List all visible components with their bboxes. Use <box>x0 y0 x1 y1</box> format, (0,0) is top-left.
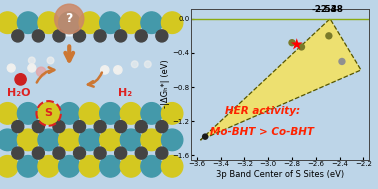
Text: -2.53: -2.53 <box>311 5 337 15</box>
Circle shape <box>120 103 142 124</box>
Point <box>289 41 295 44</box>
Circle shape <box>156 30 168 42</box>
Circle shape <box>0 156 18 177</box>
Circle shape <box>7 64 15 72</box>
Text: H₂O: H₂O <box>7 88 31 98</box>
Circle shape <box>161 156 183 177</box>
Circle shape <box>12 147 24 159</box>
Circle shape <box>38 129 59 151</box>
Y-axis label: -|ΔGₕ*| (eV): -|ΔGₕ*| (eV) <box>161 60 170 108</box>
Point <box>202 135 208 138</box>
Circle shape <box>0 103 18 124</box>
Circle shape <box>115 121 127 133</box>
Circle shape <box>59 156 80 177</box>
Text: ?: ? <box>65 12 73 25</box>
Circle shape <box>79 129 101 151</box>
Point <box>294 43 300 46</box>
Circle shape <box>115 30 127 42</box>
Polygon shape <box>200 19 361 140</box>
Circle shape <box>120 129 142 151</box>
Circle shape <box>115 147 127 159</box>
Circle shape <box>131 61 138 68</box>
Circle shape <box>101 66 109 74</box>
Circle shape <box>38 103 59 124</box>
Circle shape <box>100 129 121 151</box>
Circle shape <box>156 147 168 159</box>
X-axis label: 3p Band Center of S Sites (eV): 3p Band Center of S Sites (eV) <box>216 170 344 179</box>
Circle shape <box>161 12 183 33</box>
Circle shape <box>144 61 151 68</box>
Circle shape <box>0 12 18 33</box>
Circle shape <box>38 103 59 124</box>
Circle shape <box>79 103 101 124</box>
Circle shape <box>120 156 142 177</box>
Circle shape <box>161 103 183 124</box>
Circle shape <box>59 12 80 33</box>
Circle shape <box>33 147 44 159</box>
Circle shape <box>135 121 147 133</box>
Circle shape <box>135 30 147 42</box>
Circle shape <box>33 30 44 42</box>
Ellipse shape <box>49 25 90 36</box>
Circle shape <box>94 121 106 133</box>
Circle shape <box>79 12 101 33</box>
Circle shape <box>38 156 59 177</box>
Circle shape <box>53 147 65 159</box>
Circle shape <box>28 57 35 64</box>
Text: Mo-BHT > Co-BHT: Mo-BHT > Co-BHT <box>210 126 314 136</box>
Circle shape <box>114 66 122 74</box>
Circle shape <box>37 67 46 77</box>
Text: H₂: H₂ <box>118 88 132 98</box>
Text: HER activity:: HER activity: <box>225 106 300 116</box>
Circle shape <box>15 74 26 85</box>
Circle shape <box>141 103 162 124</box>
Point <box>299 45 305 48</box>
Circle shape <box>28 64 36 72</box>
Circle shape <box>141 12 162 33</box>
Circle shape <box>59 103 80 124</box>
Circle shape <box>79 156 101 177</box>
Circle shape <box>17 12 39 33</box>
Circle shape <box>74 121 85 133</box>
Circle shape <box>53 30 65 42</box>
Circle shape <box>120 12 142 33</box>
Circle shape <box>53 121 65 133</box>
Circle shape <box>17 129 39 151</box>
Circle shape <box>12 121 24 133</box>
Text: S: S <box>45 108 53 118</box>
Circle shape <box>94 30 106 42</box>
FancyArrowPatch shape <box>37 67 54 83</box>
Circle shape <box>38 12 59 33</box>
Circle shape <box>94 147 106 159</box>
Point <box>326 34 332 37</box>
Circle shape <box>33 121 44 133</box>
Circle shape <box>156 121 168 133</box>
Circle shape <box>47 57 54 64</box>
Text: -2.48: -2.48 <box>317 5 343 15</box>
Circle shape <box>141 156 162 177</box>
Circle shape <box>141 129 162 151</box>
Circle shape <box>17 156 39 177</box>
FancyArrowPatch shape <box>88 73 102 87</box>
Circle shape <box>100 12 121 33</box>
Circle shape <box>59 129 80 151</box>
Circle shape <box>74 30 85 42</box>
Circle shape <box>55 4 84 34</box>
Circle shape <box>135 147 147 159</box>
Circle shape <box>161 129 183 151</box>
Circle shape <box>12 30 24 42</box>
Circle shape <box>100 103 121 124</box>
Circle shape <box>17 103 39 124</box>
Circle shape <box>74 147 85 159</box>
Point <box>339 60 345 63</box>
Circle shape <box>0 129 18 151</box>
Circle shape <box>100 156 121 177</box>
